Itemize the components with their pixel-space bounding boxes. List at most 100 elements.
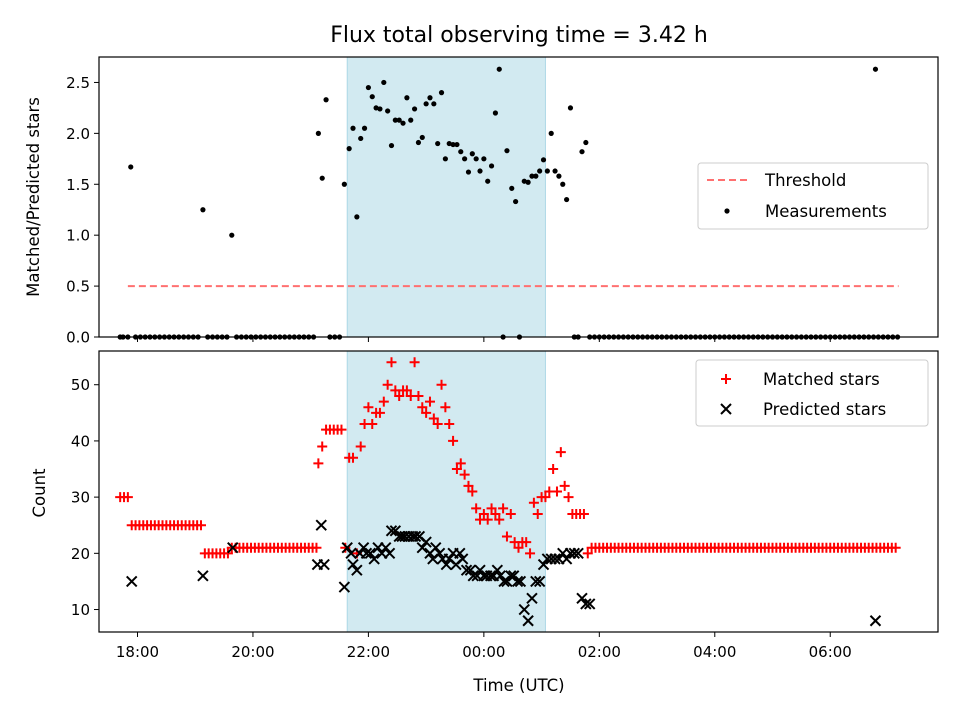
- plot-frame: [98, 56, 939, 338]
- matched-point: [451, 464, 462, 475]
- predicted-point: [318, 558, 330, 571]
- predicted-point: [533, 575, 546, 588]
- predicted-point: [197, 570, 209, 582]
- predicted-point: [454, 547, 466, 560]
- measurement-point: [361, 125, 368, 131]
- legend-matched-swatch: [721, 374, 731, 384]
- matched-point: [482, 514, 493, 525]
- predicted-point: [416, 541, 428, 554]
- predicted-point: [869, 615, 882, 627]
- predicted-point: [537, 558, 550, 571]
- predicted-point: [420, 536, 432, 548]
- measurement-point: [315, 130, 321, 136]
- y-tick-label: 20: [71, 545, 90, 563]
- predicted-point: [383, 547, 396, 560]
- measurement-point: [552, 168, 558, 174]
- measurement-point: [485, 178, 491, 184]
- measurement-point: [396, 117, 402, 123]
- y-tick-label: 0.5: [66, 278, 90, 296]
- x-axis-label: Time (UTC): [472, 676, 564, 695]
- matched-point: [505, 508, 516, 519]
- measurement-point: [465, 169, 472, 175]
- predicted-point: [341, 541, 353, 554]
- x-tick-label: 02:00: [578, 643, 621, 661]
- matched-point: [548, 464, 559, 475]
- matched-point: [532, 508, 543, 519]
- matched-point: [494, 514, 505, 525]
- measurement-point: [358, 135, 364, 142]
- measurement-point: [473, 156, 479, 162]
- matched-point: [348, 452, 359, 463]
- x-tick-label: 04:00: [693, 643, 736, 661]
- matched-point: [490, 508, 501, 519]
- y-axis-label: Count: [30, 468, 49, 518]
- matched-point: [559, 480, 570, 491]
- predicted-point: [360, 547, 373, 560]
- x-tick-label: 18:00: [116, 643, 159, 661]
- predicted-point: [364, 547, 377, 560]
- measurement-point: [540, 157, 547, 163]
- measurement-point: [365, 84, 372, 91]
- measurement-point: [504, 148, 510, 154]
- predicted-point: [345, 547, 357, 560]
- measurement-point: [533, 173, 539, 179]
- legend: Matched stars Predicted stars: [695, 359, 929, 427]
- matched-point: [122, 492, 133, 503]
- matched-point: [424, 396, 435, 407]
- predicted-point: [549, 553, 561, 565]
- y-tick-label: 30: [71, 489, 90, 507]
- predicted-point: [576, 592, 588, 604]
- x-tick-label: 06:00: [809, 643, 852, 661]
- x-tick-label: 00:00: [462, 643, 505, 661]
- measurement-point: [450, 141, 456, 148]
- matched-point: [448, 435, 459, 446]
- matched-point: [521, 537, 532, 548]
- predicted-point: [583, 598, 596, 610]
- predicted-point: [338, 581, 351, 593]
- matched-point: [413, 390, 424, 401]
- matched-point: [374, 407, 385, 418]
- measurement-point: [354, 214, 360, 220]
- predicted-point: [368, 553, 380, 565]
- matched-point: [317, 441, 328, 452]
- y-tick-label: 40: [71, 432, 90, 450]
- matched-series: [115, 357, 901, 559]
- predicted-point: [433, 547, 446, 560]
- matched-point: [432, 419, 443, 430]
- measurement-point: [492, 110, 499, 116]
- matched-point: [409, 357, 420, 368]
- measurement-point: [469, 151, 475, 157]
- matched-point: [311, 542, 322, 553]
- predicted-point: [315, 519, 327, 531]
- measurement-point: [481, 156, 487, 162]
- y-tick-label: 0.0: [66, 329, 90, 347]
- measurement-point: [435, 140, 441, 147]
- predicted-point: [530, 575, 542, 588]
- predicted-point: [430, 541, 442, 554]
- matched-point: [440, 402, 451, 413]
- predicted-point: [526, 592, 538, 604]
- matched-point: [428, 413, 439, 424]
- predicted-point: [518, 603, 530, 616]
- measurement-point: [579, 149, 585, 155]
- predicted-point: [385, 525, 398, 537]
- predicted-point: [126, 575, 138, 588]
- matched-point: [525, 548, 536, 559]
- measurement-point: [442, 156, 448, 162]
- matched-point: [551, 486, 562, 497]
- predicted-point: [227, 541, 239, 554]
- predicted-point: [580, 598, 592, 610]
- predicted-point: [491, 564, 504, 576]
- count-panel: 10 20 30 40 50 18:00 20:00 22:00 00:00 02:00 04:0…: [30, 350, 939, 695]
- y-tick-label: 10: [71, 601, 90, 619]
- measurement-point: [509, 185, 515, 191]
- y-tick-label: 1.5: [66, 176, 90, 194]
- y-tick-label: 2.5: [66, 74, 90, 92]
- measurement-point: [537, 168, 543, 174]
- measurement-point: [560, 181, 566, 187]
- predicted-point: [351, 564, 363, 576]
- measurement-point: [525, 179, 531, 185]
- observing-window-shade: [346, 350, 546, 633]
- matched-point: [563, 492, 574, 503]
